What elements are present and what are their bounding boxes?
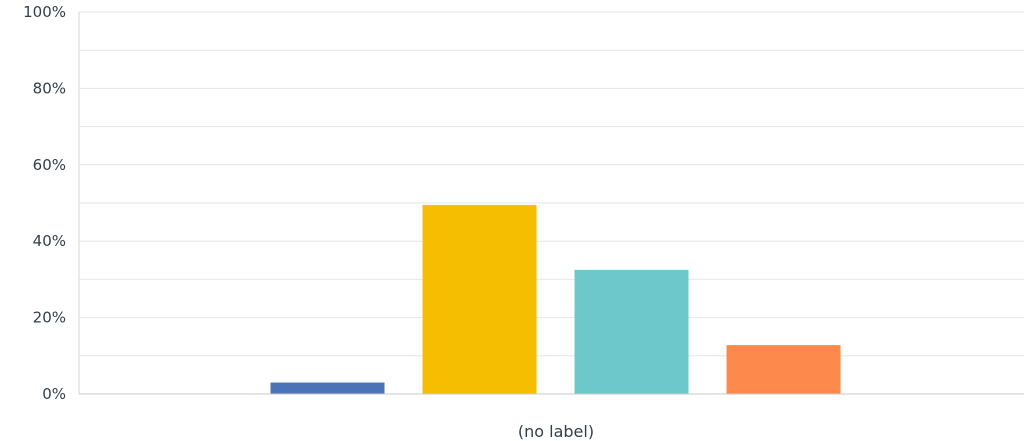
bars: [270, 204, 841, 394]
x-axis-category-label: (no label): [518, 422, 594, 441]
y-tick-label: 100%: [23, 3, 66, 21]
bar-1: [270, 382, 385, 394]
bar-4: [726, 345, 841, 394]
y-tick-label: 60%: [33, 156, 66, 174]
y-tick-label: 20%: [33, 309, 66, 327]
y-tick-label: 0%: [42, 385, 66, 403]
grid-lines: [79, 11, 1024, 357]
bar-3: [574, 269, 689, 394]
bar-2: [422, 204, 537, 394]
y-tick-label: 80%: [33, 79, 66, 97]
y-tick-label: 40%: [33, 232, 66, 250]
y-axis-tick-labels: 0% 20% 40% 60% 80% 100%: [23, 3, 66, 403]
